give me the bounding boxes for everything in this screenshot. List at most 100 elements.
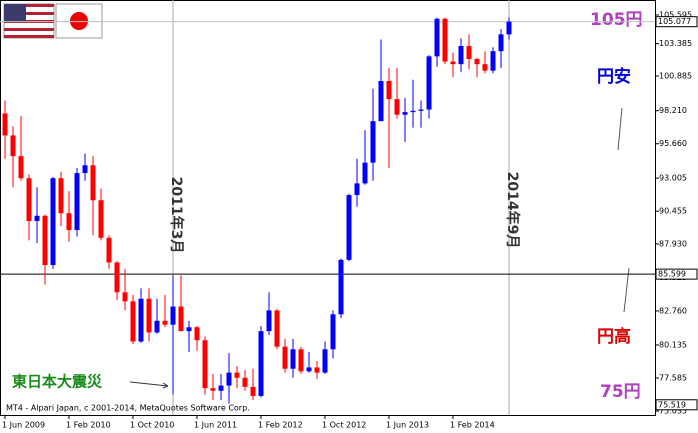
event-label: 2014年9月 (504, 172, 521, 249)
x-tick-label: 1 Feb 2012 (258, 421, 303, 430)
y-tick-label: 80.135 (659, 340, 687, 349)
candle-body (186, 327, 192, 332)
candle-body (250, 386, 256, 396)
candle-body (58, 178, 64, 214)
candle-body (386, 81, 392, 100)
plot-frame (0, 0, 656, 416)
candle-body (490, 51, 496, 71)
candle-body (410, 110, 416, 113)
candle-body (66, 213, 72, 231)
candle-body (482, 64, 488, 71)
candle-body (234, 372, 240, 378)
candle-body (130, 301, 136, 342)
y-tick-label: 90.455 (659, 207, 687, 216)
candle-body (362, 162, 368, 184)
candle-body (34, 215, 40, 221)
x-tick-label: 1 Oct 2010 (130, 421, 174, 430)
price-box (655, 16, 698, 28)
annotation: 円安 (597, 66, 631, 87)
price-label: 75.519 (658, 400, 686, 409)
candle-body (114, 262, 120, 293)
candle-body (82, 165, 88, 174)
y-tick-label: 75.035 (659, 407, 687, 416)
candle-body (122, 292, 128, 302)
candle-body (298, 349, 304, 372)
y-tick-label: 105.595 (659, 10, 692, 19)
candle-body (10, 135, 16, 157)
candle-body (146, 298, 152, 333)
candle-body (346, 195, 352, 260)
x-tick-label: 1 Jun 2009 (2, 421, 45, 430)
flag-jp (55, 3, 103, 39)
candle-body (74, 173, 80, 231)
copyright: MT4 - Alpari Japan, c 2001-2014, MetaQuo… (6, 404, 250, 413)
candle-body (282, 346, 288, 369)
price-box (655, 399, 698, 411)
price-label: 105.077 (658, 17, 691, 26)
candle-body (418, 109, 424, 111)
candle-body (202, 340, 208, 389)
candle-body (194, 327, 200, 341)
annotation: 75円 (600, 382, 641, 402)
candle-body (154, 320, 160, 333)
candle-body (90, 165, 96, 201)
arrow (162, 382, 169, 389)
arrow (617, 107, 630, 313)
candle-body (210, 388, 216, 391)
y-tick-label: 95.660 (659, 139, 687, 148)
candle-body (138, 298, 144, 342)
x-tick-label: 1 Jun 2013 (386, 421, 429, 430)
y-tick-label: 103.385 (659, 39, 692, 48)
x-tick-label: 1 Jun 2011 (194, 421, 237, 430)
candle-body (42, 215, 48, 266)
y-tick-label: 100.885 (659, 72, 692, 81)
candle-body (434, 18, 440, 57)
candle-body (458, 46, 464, 65)
candle-body (338, 259, 344, 315)
y-tick-label: 87.930 (659, 239, 687, 248)
event-label: 2011年3月 (168, 177, 185, 254)
candle-body (394, 99, 400, 115)
candle-body (442, 18, 448, 62)
candle-body (370, 121, 376, 163)
x-tick-label: 1 Oct 2012 (322, 421, 366, 430)
candle-body (266, 310, 272, 332)
candle-body (498, 34, 504, 52)
candle-body (322, 349, 328, 373)
x-tick-label: 1 Feb 2010 (66, 421, 111, 430)
candle-body (26, 178, 32, 221)
candle-body (378, 81, 384, 122)
x-tick-label: 1 Feb 2014 (450, 421, 495, 430)
y-tick-label: 93.005 (659, 174, 687, 183)
candle-body (18, 156, 24, 179)
candle-body (170, 306, 176, 325)
candle-body (226, 372, 232, 386)
y-tick-label: 82.760 (659, 306, 687, 315)
candle-body (274, 310, 280, 347)
annotation: 105円 (590, 10, 643, 30)
flag-us (3, 3, 55, 39)
candle-body (314, 367, 320, 373)
candle-body (506, 21, 512, 35)
y-tick-label: 77.585 (659, 373, 687, 382)
candle-body (450, 61, 456, 65)
candle-body (242, 377, 248, 387)
candle-body (306, 367, 312, 372)
candle-body (402, 112, 408, 115)
candle-body (330, 314, 336, 350)
candle-body (354, 183, 360, 196)
y-tick-label: 98.210 (659, 106, 687, 115)
candle-body (2, 113, 8, 136)
price-label: 85.599 (658, 270, 686, 279)
candle-body (106, 237, 112, 263)
annotation: 円高 (597, 326, 631, 347)
candle-body (162, 320, 168, 325)
candle-body (426, 56, 432, 110)
annotation: 東日本大震災 (12, 373, 103, 391)
candle-body (474, 58, 480, 65)
candle-body (218, 385, 224, 391)
candle-body (290, 349, 296, 369)
candle-body (50, 178, 56, 266)
arrow (129, 381, 169, 387)
